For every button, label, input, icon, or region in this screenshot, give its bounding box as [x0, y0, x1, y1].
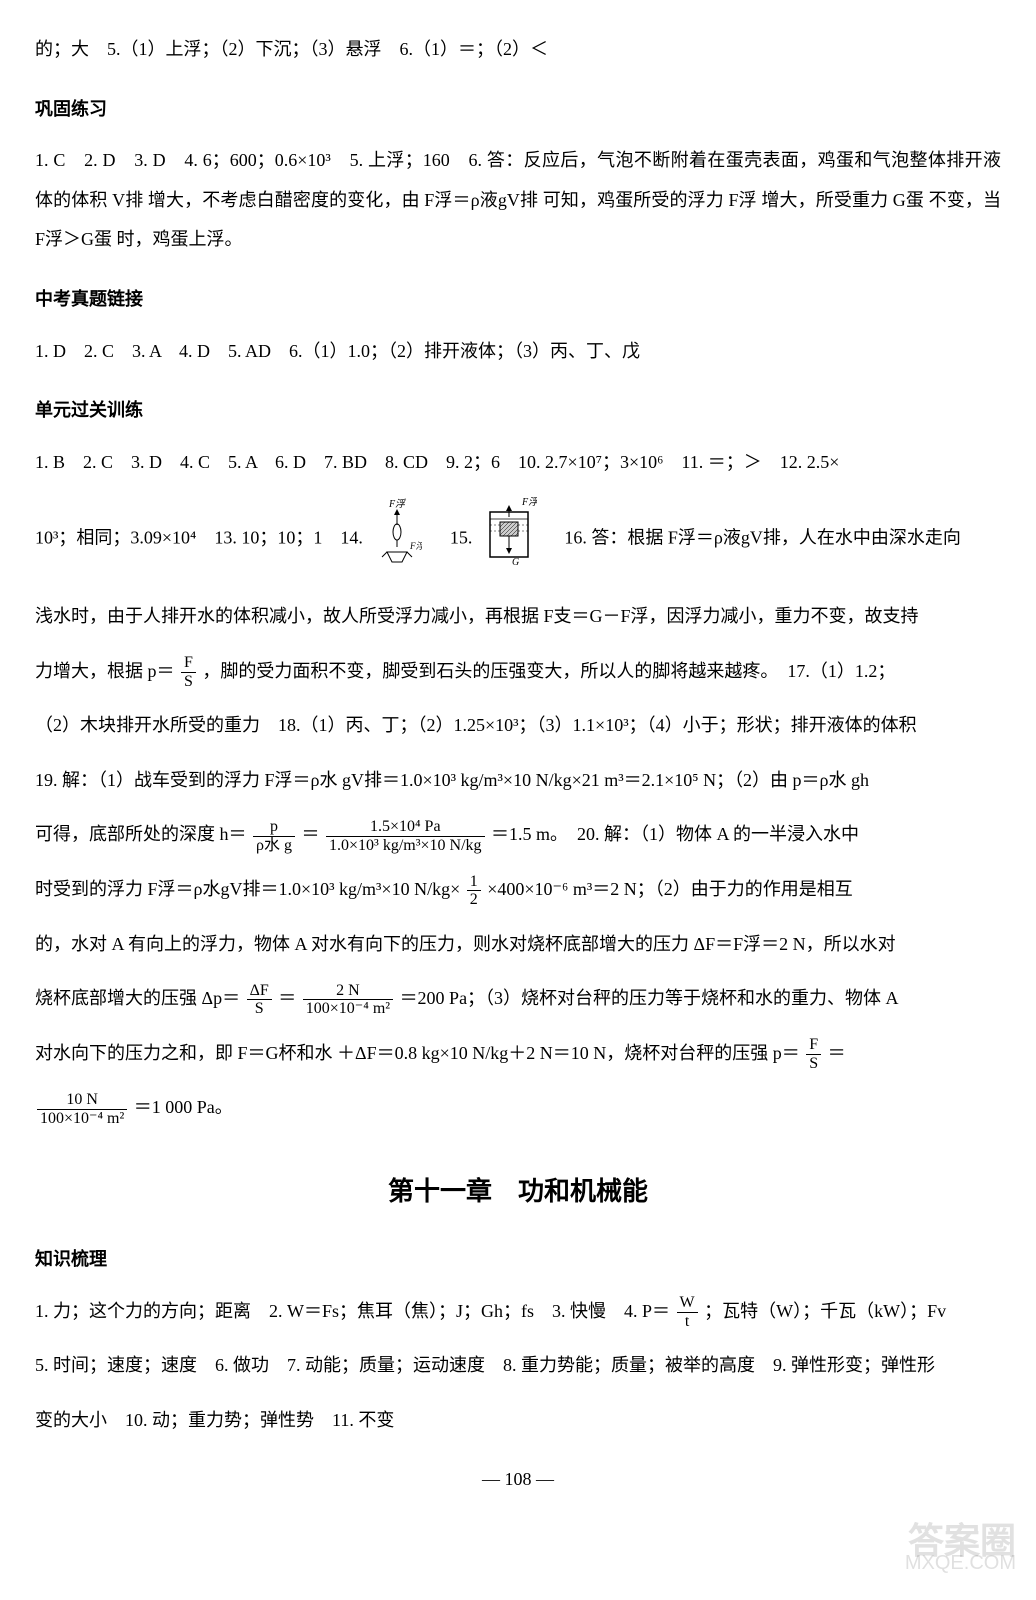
section3-para3: （2）木块排开水所受的重力 18.（1）丙、丁；（2）1.25×10³；（3）1… — [35, 706, 1001, 746]
frac-p200: 2 N 100×10⁻⁴ m² — [303, 982, 393, 1018]
section3-para9: 对水向下的压力之和，即 F＝G杯和水 ＋ΔF＝0.8 kg×10 N/kg＋2 … — [35, 1034, 1001, 1074]
svg-text:F浮: F浮 — [409, 541, 422, 551]
text: 19. 解：（1）战车受到的浮力 F浮＝ρ水 gV排＝1.0×10³ kg/m³… — [35, 770, 869, 790]
frac-depth: 1.5×10⁴ Pa 1.0×10³ kg/m³×10 N/kg — [326, 818, 485, 854]
frac-num: W — [677, 1294, 698, 1313]
frac-half: 1 2 — [467, 873, 481, 909]
text-pre: 1. 力；这个力的方向；距离 2. W＝Fs；焦耳（焦）；J；Gh；fs 3. … — [35, 1301, 670, 1321]
text: 的；大 5.（1）上浮；（2）下沉；（3）悬浮 6.（1）＝；（2）＜ — [35, 39, 548, 59]
text-mid: ＝ — [278, 988, 296, 1008]
text: 1. C 2. D 3. D 4. 6；600；0.6×10³ 5. 上浮；16… — [35, 150, 1001, 249]
frac-f-s: F S — [181, 654, 196, 690]
svg-text:F浮: F浮 — [521, 497, 537, 508]
section4-line1: 1. 力；这个力的方向；距离 2. W＝Fs；焦耳（焦）；J；Gh；fs 3. … — [35, 1292, 1001, 1332]
text: （2）木块排开水所受的重力 18.（1）丙、丁；（2）1.25×10³；（3）1… — [35, 715, 917, 735]
text: 5. 时间；速度；速度 6. 做功 7. 动能；质量；运动速度 8. 重力势能；… — [35, 1355, 935, 1375]
section3-para6: 时受到的浮力 F浮＝ρ水gV排＝1.0×10³ kg/m³×10 N/kg× 1… — [35, 870, 1001, 910]
text-post: ；瓦特（W）；千瓦（kW）；Fv — [704, 1301, 946, 1321]
frac-num: 10 N — [37, 1091, 127, 1110]
section4-line2: 5. 时间；速度；速度 6. 做功 7. 动能；质量；运动速度 8. 重力势能；… — [35, 1346, 1001, 1386]
text: 的，水对 A 有向上的浮力，物体 A 对水有向下的压力，则水对烧杯底部增大的压力… — [35, 934, 896, 954]
frac-den: 1.0×10³ kg/m³×10 N/kg — [326, 837, 485, 855]
section3-para2: 力增大，根据 p＝ F S ，脚的受力面积不变，脚受到石头的压强变大，所以人的脚… — [35, 652, 1001, 692]
section3-para10: 10 N 100×10⁻⁴ m² ＝1 000 Pa。 — [35, 1088, 1001, 1128]
frac-num: 2 N — [303, 982, 393, 1001]
text-pre: 力增大，根据 p＝ — [35, 661, 175, 681]
frac-num: F — [181, 654, 196, 673]
frac-den: 2 — [467, 891, 481, 909]
section3-para4: 19. 解：（1）战车受到的浮力 F浮＝ρ水 gV排＝1.0×10³ kg/m³… — [35, 761, 1001, 801]
frac-den: ρ水 g — [253, 837, 295, 855]
frac-den: S — [806, 1055, 821, 1073]
text-pre: 可得，底部所处的深度 h＝ — [35, 824, 247, 844]
svg-text:F浮: F浮 — [388, 498, 407, 510]
text: 变的大小 10. 动；重力势；弹性势 11. 不变 — [35, 1410, 394, 1430]
section-title-2: 中考真题链接 — [35, 280, 1001, 320]
frac-den: t — [677, 1313, 698, 1331]
svg-text:G: G — [512, 557, 519, 567]
frac-p1000: 10 N 100×10⁻⁴ m² — [37, 1091, 127, 1127]
text: 1. B 2. C 3. D 4. C 5. A 6. D 7. BD 8. C… — [35, 452, 839, 472]
section3-para1: 浅水时，由于人排开水的体积减小，故人所受浮力减小，再根据 F支＝G－F浮，因浮力… — [35, 597, 1001, 637]
frac-f-s-2: F S — [806, 1036, 821, 1072]
text-post: ＝ — [828, 1043, 846, 1063]
text-pre: 对水向下的压力之和，即 F＝G杯和水 ＋ΔF＝0.8 kg×10 N/kg＋2 … — [35, 1043, 800, 1063]
text-pre: 10³；相同；3.09×10⁴ 13. 10；10；1 14. — [35, 528, 363, 548]
frac-num: 1 — [467, 873, 481, 892]
text: 浅水时，由于人排开水的体积减小，故人所受浮力减小，再根据 F支＝G－F浮，因浮力… — [35, 606, 919, 626]
frac-num: ΔF — [247, 982, 272, 1001]
text-post: ＝200 Pa；（3）烧杯对台秤的压力等于烧杯和水的重力、物体 A — [400, 988, 899, 1008]
frac-w-t: W t — [677, 1294, 698, 1330]
frac-den: S — [181, 673, 196, 691]
text-post: ＝1 000 Pa。 — [134, 1097, 233, 1117]
text-post: ＝1.5 m。 20. 解：（1）物体 A 的一半浸入水中 — [491, 824, 859, 844]
section2-content: 1. D 2. C 3. A 4. D 5. AD 6.（1）1.0；（2）排开… — [35, 332, 1001, 372]
frac-num: 1.5×10⁴ Pa — [326, 818, 485, 837]
section3-para8: 烧杯底部增大的压强 Δp＝ ΔF S ＝ 2 N 100×10⁻⁴ m² ＝20… — [35, 979, 1001, 1019]
frac-num: p — [253, 818, 295, 837]
chapter-title: 第十一章 功和机械能 — [35, 1163, 1001, 1220]
text-mid: ＝ — [302, 824, 320, 844]
top-continuation: 的；大 5.（1）上浮；（2）下沉；（3）悬浮 6.（1）＝；（2）＜ — [35, 30, 1001, 70]
section-title-1: 巩固练习 — [35, 90, 1001, 130]
text: 1. D 2. C 3. A 4. D 5. AD 6.（1）1.0；（2）排开… — [35, 341, 640, 361]
text-mid: 15. — [432, 528, 473, 548]
section3-line2: 10³；相同；3.09×10⁴ 13. 10；10；1 14. F浮 F浮 15… — [35, 497, 1001, 582]
page-number: — 108 — — [35, 1460, 1001, 1500]
section-title-4: 知识梳理 — [35, 1240, 1001, 1280]
frac-df-s: ΔF S — [247, 982, 272, 1018]
text-post: ×400×10⁻⁶ m³＝2 N；（2）由于力的作用是相互 — [487, 879, 852, 899]
text-post: 16. 答：根据 F浮＝ρ液gV排，人在水中由深水走向 — [546, 528, 961, 548]
frac-p-rho-g: p ρ水 g — [253, 818, 295, 854]
section-title-3: 单元过关训练 — [35, 391, 1001, 431]
text-post: ，脚的受力面积不变，脚受到石头的压强变大，所以人的脚将越来越疼。 17.（1）1… — [202, 661, 895, 681]
text-pre: 时受到的浮力 F浮＝ρ水gV排＝1.0×10³ kg/m³×10 N/kg× — [35, 879, 460, 899]
text-pre: 烧杯底部增大的压强 Δp＝ — [35, 988, 240, 1008]
diagram-14: F浮 F浮 — [372, 497, 422, 582]
section3-para7: 的，水对 A 有向上的浮力，物体 A 对水有向下的压力，则水对烧杯底部增大的压力… — [35, 925, 1001, 965]
watermark-url: MXQE.COM — [905, 1541, 1016, 1585]
frac-den: 100×10⁻⁴ m² — [37, 1110, 127, 1128]
section3-para5: 可得，底部所处的深度 h＝ p ρ水 g ＝ 1.5×10⁴ Pa 1.0×10… — [35, 815, 1001, 855]
frac-den: S — [247, 1000, 272, 1018]
section3-line1: 1. B 2. C 3. D 4. C 5. A 6. D 7. BD 8. C… — [35, 443, 1001, 483]
frac-den: 100×10⁻⁴ m² — [303, 1000, 393, 1018]
section4-line3: 变的大小 10. 动；重力势；弹性势 11. 不变 — [35, 1401, 1001, 1441]
section1-content: 1. C 2. D 3. D 4. 6；600；0.6×10³ 5. 上浮；16… — [35, 141, 1001, 260]
frac-num: F — [806, 1036, 821, 1055]
diagram-15: F浮 G — [482, 497, 537, 582]
